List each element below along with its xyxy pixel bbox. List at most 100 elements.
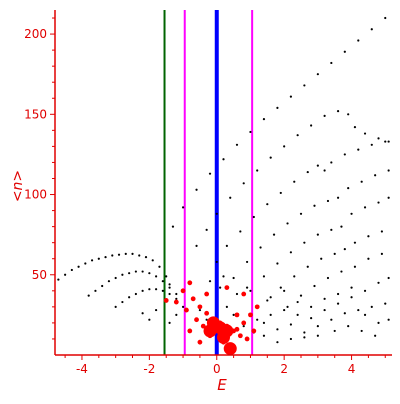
data-point xyxy=(343,50,346,53)
data-point xyxy=(187,280,193,286)
data-point xyxy=(367,257,370,260)
data-point xyxy=(374,334,377,337)
data-point xyxy=(296,134,299,137)
data-point xyxy=(357,148,360,151)
data-point xyxy=(377,201,380,204)
data-point xyxy=(276,341,279,344)
data-point xyxy=(283,145,286,148)
data-point xyxy=(197,304,203,310)
data-point xyxy=(239,230,242,233)
dot-series-7 xyxy=(249,196,390,292)
data-point xyxy=(387,276,390,280)
data-point xyxy=(128,272,131,275)
data-point xyxy=(343,153,346,156)
data-point xyxy=(289,337,292,341)
data-point xyxy=(303,331,306,334)
data-point xyxy=(97,257,100,260)
data-point xyxy=(134,292,137,296)
data-point xyxy=(151,259,154,262)
data-point xyxy=(353,126,357,129)
data-point xyxy=(215,212,218,215)
x-axis-label: E xyxy=(217,376,227,394)
data-point xyxy=(175,297,178,300)
vertical-lines-group xyxy=(163,10,254,355)
data-point xyxy=(180,288,186,294)
data-point xyxy=(336,196,340,199)
data-point xyxy=(316,233,319,236)
data-point xyxy=(155,275,158,278)
data-point xyxy=(336,302,340,305)
data-point xyxy=(173,299,179,305)
data-point xyxy=(222,275,225,278)
data-point xyxy=(175,313,178,316)
dot-series-5 xyxy=(215,140,387,264)
data-point xyxy=(121,300,124,304)
data-point xyxy=(205,318,208,321)
data-point xyxy=(171,225,175,228)
data-point xyxy=(279,286,282,289)
data-point xyxy=(350,286,353,289)
data-point xyxy=(387,169,390,172)
data-point xyxy=(57,278,60,281)
data-point xyxy=(293,180,296,183)
data-point xyxy=(370,28,373,31)
data-point xyxy=(353,241,357,244)
data-point xyxy=(289,251,292,254)
data-point xyxy=(223,342,237,356)
data-point xyxy=(357,39,360,42)
data-point xyxy=(225,244,228,247)
data-point xyxy=(313,284,316,288)
dot-series-6 xyxy=(232,169,390,280)
data-point xyxy=(190,296,196,302)
dot-series-13 xyxy=(141,305,185,325)
data-point xyxy=(266,203,269,206)
data-point xyxy=(163,298,169,303)
data-point xyxy=(347,325,350,328)
data-point xyxy=(161,289,164,292)
data-point xyxy=(114,276,117,280)
data-point xyxy=(90,259,94,262)
data-point xyxy=(219,286,222,289)
data-point xyxy=(168,286,171,289)
data-point xyxy=(101,284,104,288)
data-point xyxy=(124,252,127,256)
data-point xyxy=(343,312,346,315)
data-point xyxy=(203,324,217,338)
x-tick-label: 4 xyxy=(348,362,356,376)
data-point xyxy=(141,289,144,292)
data-point xyxy=(184,307,189,313)
data-point xyxy=(251,328,257,334)
data-point xyxy=(262,275,266,278)
data-point xyxy=(303,336,306,339)
data-point xyxy=(262,321,266,325)
data-point xyxy=(316,334,319,337)
data-point xyxy=(347,113,350,116)
data-point xyxy=(256,169,259,172)
data-point xyxy=(121,273,124,276)
data-point xyxy=(165,275,168,278)
data-point xyxy=(175,292,178,296)
axes-group: -4 -2 0 2 4 50 100 150 200 xyxy=(24,10,392,376)
data-point xyxy=(289,95,292,98)
dot-series-11 xyxy=(242,302,387,334)
data-point xyxy=(155,288,158,291)
data-point xyxy=(229,196,232,199)
data-point xyxy=(357,308,360,312)
data-point xyxy=(148,272,151,275)
dot-series-1 xyxy=(87,270,178,297)
data-point xyxy=(323,169,326,172)
dots-group xyxy=(57,16,390,356)
x-tick-label: 0 xyxy=(213,362,221,376)
data-point xyxy=(241,320,247,326)
data-point xyxy=(155,308,158,312)
data-point xyxy=(276,262,279,265)
data-point xyxy=(266,299,269,302)
data-point xyxy=(363,289,367,292)
data-point xyxy=(148,318,151,321)
data-point xyxy=(204,291,210,297)
data-point xyxy=(244,336,250,342)
data-point xyxy=(330,318,333,321)
data-point xyxy=(131,252,134,256)
